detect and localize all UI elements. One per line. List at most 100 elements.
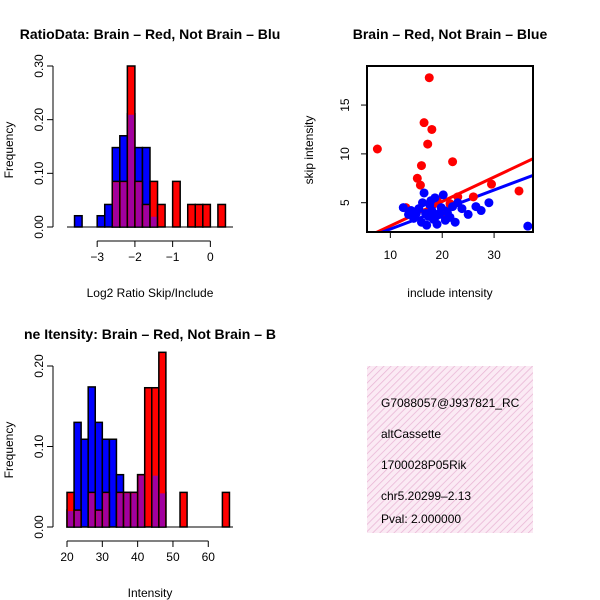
intensity-hist-x-tick-label: 20 bbox=[60, 550, 74, 564]
ratio-hist-overlap-bar bbox=[151, 216, 157, 227]
ratio-hist-y-tick-label: 0.10 bbox=[32, 161, 46, 185]
ratio-hist-overlap-bar bbox=[135, 182, 142, 227]
pvalue: Pval: 2.000000 bbox=[381, 512, 461, 526]
ratio-hist-red-bar bbox=[194, 203, 204, 228]
intensity-hist-y-tick-label: 0.10 bbox=[32, 434, 46, 458]
intensity-hist-overlap-bar bbox=[159, 493, 165, 527]
ratio-hist-blue-bar bbox=[96, 214, 106, 228]
ratio-hist-blue-bar bbox=[73, 214, 83, 228]
scatter-y-tick-label: 5 bbox=[338, 199, 352, 206]
ratio-hist-red-bar bbox=[171, 180, 181, 228]
not-brain-point bbox=[438, 190, 448, 200]
scatter-y-tick-label: 10 bbox=[338, 147, 352, 161]
not-brain-point bbox=[422, 220, 432, 230]
intensity-hist-red-bar bbox=[179, 491, 188, 528]
brain-point bbox=[372, 144, 382, 154]
intensity-hist-overlap-bar bbox=[68, 511, 74, 527]
info-box-background bbox=[367, 366, 533, 533]
intensity-hist-x-tick-label: 30 bbox=[96, 550, 110, 564]
intensity-hist-overlap-bar bbox=[131, 493, 137, 527]
not-brain-point bbox=[432, 219, 442, 229]
ratio-hist-overlap-bar bbox=[113, 182, 119, 227]
brain-point bbox=[424, 73, 434, 83]
intensity-hist-overlap-bar bbox=[138, 475, 144, 527]
intensity-histogram-bars bbox=[66, 351, 231, 528]
ratio-hist-x-tick-label: −2 bbox=[128, 250, 142, 264]
scatter-plot-area bbox=[372, 73, 533, 232]
event-type: altCassette bbox=[381, 427, 441, 441]
ratio-hist-red-bar bbox=[186, 203, 197, 228]
brain-point bbox=[415, 180, 425, 190]
scatter-plot-box bbox=[366, 65, 534, 233]
scatter-xlabel: include intensity bbox=[407, 286, 492, 300]
not-brain-point bbox=[421, 208, 431, 218]
intensity-histogram-axes: 20 30 40 50 60 0.00 0.10 0.20 bbox=[32, 354, 233, 564]
intensity-hist-x-tick-label: 40 bbox=[131, 550, 145, 564]
scatter-axes: 10 20 30 5 10 15 bbox=[338, 98, 501, 262]
ratio-hist-red-bar bbox=[217, 203, 227, 228]
ratio-hist-x-tick-label: 0 bbox=[207, 250, 214, 264]
not-brain-point bbox=[457, 204, 467, 214]
scatter-title: Brain – Red, Not Brain – Blue bbox=[353, 26, 548, 42]
not-brain-point bbox=[476, 206, 486, 216]
ratio-hist-y-tick-label: 0.00 bbox=[32, 215, 46, 239]
not-brain-point bbox=[463, 209, 473, 219]
not-brain-point bbox=[398, 203, 408, 213]
brain-point bbox=[448, 157, 458, 167]
brain-point bbox=[412, 173, 422, 183]
scatter-ylabel: skip intensity bbox=[302, 116, 316, 185]
intensity-hist-red-bar bbox=[143, 386, 153, 528]
not-brain-point bbox=[484, 198, 494, 208]
intensity-histogram-title: ne Itensity: Brain – Red, Not Brain – B bbox=[24, 326, 276, 342]
not-brain-point bbox=[418, 198, 428, 208]
ratio-hist-y-tick-label: 0.20 bbox=[32, 108, 46, 132]
intensity-hist-overlap-bar bbox=[89, 493, 95, 527]
ratio-histogram-axes: −3 −2 −1 0 0.00 0.10 0.20 0.30 bbox=[32, 54, 233, 264]
intensity-hist-overlap-bar bbox=[152, 475, 158, 527]
intensity-hist-blue-bar bbox=[80, 438, 89, 528]
genomic-locus: chr5.20299–2.13 bbox=[381, 489, 471, 503]
scatter-panel: Brain – Red, Not Brain – Blue include in… bbox=[302, 26, 547, 300]
ratio-histogram-ylabel: Frequency bbox=[2, 122, 16, 179]
intensity-histogram-panel: ne Itensity: Brain – Red, Not Brain – B … bbox=[2, 326, 276, 600]
intensity-hist-overlap-bar bbox=[124, 493, 130, 527]
ratio-histogram-xlabel: Log2 Ratio Skip/Include bbox=[87, 286, 214, 300]
not-brain-point bbox=[450, 217, 460, 227]
intensity-histogram-ylabel: Frequency bbox=[2, 422, 16, 479]
scatter-x-tick-label: 20 bbox=[436, 248, 450, 262]
ratio-hist-red-bar bbox=[156, 203, 166, 228]
brain-point bbox=[423, 139, 433, 149]
scatter-y-tick-label: 15 bbox=[338, 98, 352, 112]
brain-point bbox=[487, 179, 496, 189]
intensity-hist-y-tick-label: 0.20 bbox=[32, 354, 46, 378]
brain-point bbox=[468, 192, 478, 202]
ratio-hist-blue-bar bbox=[103, 203, 114, 228]
intensity-hist-y-tick-label: 0.00 bbox=[32, 515, 46, 539]
intensity-hist-x-tick-label: 50 bbox=[166, 550, 180, 564]
gene-name: 1700028P05Rik bbox=[381, 458, 467, 472]
brain-fit-line bbox=[373, 157, 533, 232]
intensity-hist-overlap-bar bbox=[103, 493, 109, 527]
probe-id: G7088057@J937821_RC bbox=[381, 396, 520, 410]
intensity-hist-overlap-bar bbox=[117, 493, 123, 527]
brain-point bbox=[427, 124, 437, 134]
ratio-hist-overlap-bar bbox=[120, 182, 127, 227]
scatter-x-tick-label: 10 bbox=[384, 248, 398, 262]
not-brain-point bbox=[431, 211, 441, 221]
intensity-hist-overlap-bar bbox=[96, 511, 102, 527]
ratio-hist-y-tick-label: 0.30 bbox=[32, 54, 46, 78]
intensity-hist-blue-bar bbox=[108, 438, 118, 528]
intensity-histogram-xlabel: Intensity bbox=[128, 586, 173, 600]
ratio-histogram-title: RatioData: Brain – Red, Not Brain – Blu bbox=[20, 26, 281, 42]
not-brain-point bbox=[436, 203, 446, 213]
ratio-hist-red-bar bbox=[202, 203, 212, 228]
brain-point bbox=[416, 161, 426, 171]
intensity-hist-red-bar bbox=[221, 491, 231, 528]
scatter-x-tick-label: 30 bbox=[487, 248, 501, 262]
ratio-hist-x-tick-label: −3 bbox=[90, 250, 104, 264]
ratio-histogram-bars bbox=[73, 65, 227, 228]
not-brain-point bbox=[523, 221, 533, 231]
intensity-hist-overlap-bar bbox=[75, 511, 81, 527]
ratio-histogram-panel: RatioData: Brain – Red, Not Brain – Blu … bbox=[2, 26, 280, 300]
